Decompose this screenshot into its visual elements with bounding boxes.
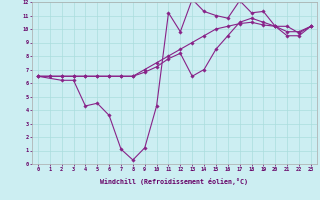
X-axis label: Windchill (Refroidissement éolien,°C): Windchill (Refroidissement éolien,°C) [100, 178, 248, 185]
